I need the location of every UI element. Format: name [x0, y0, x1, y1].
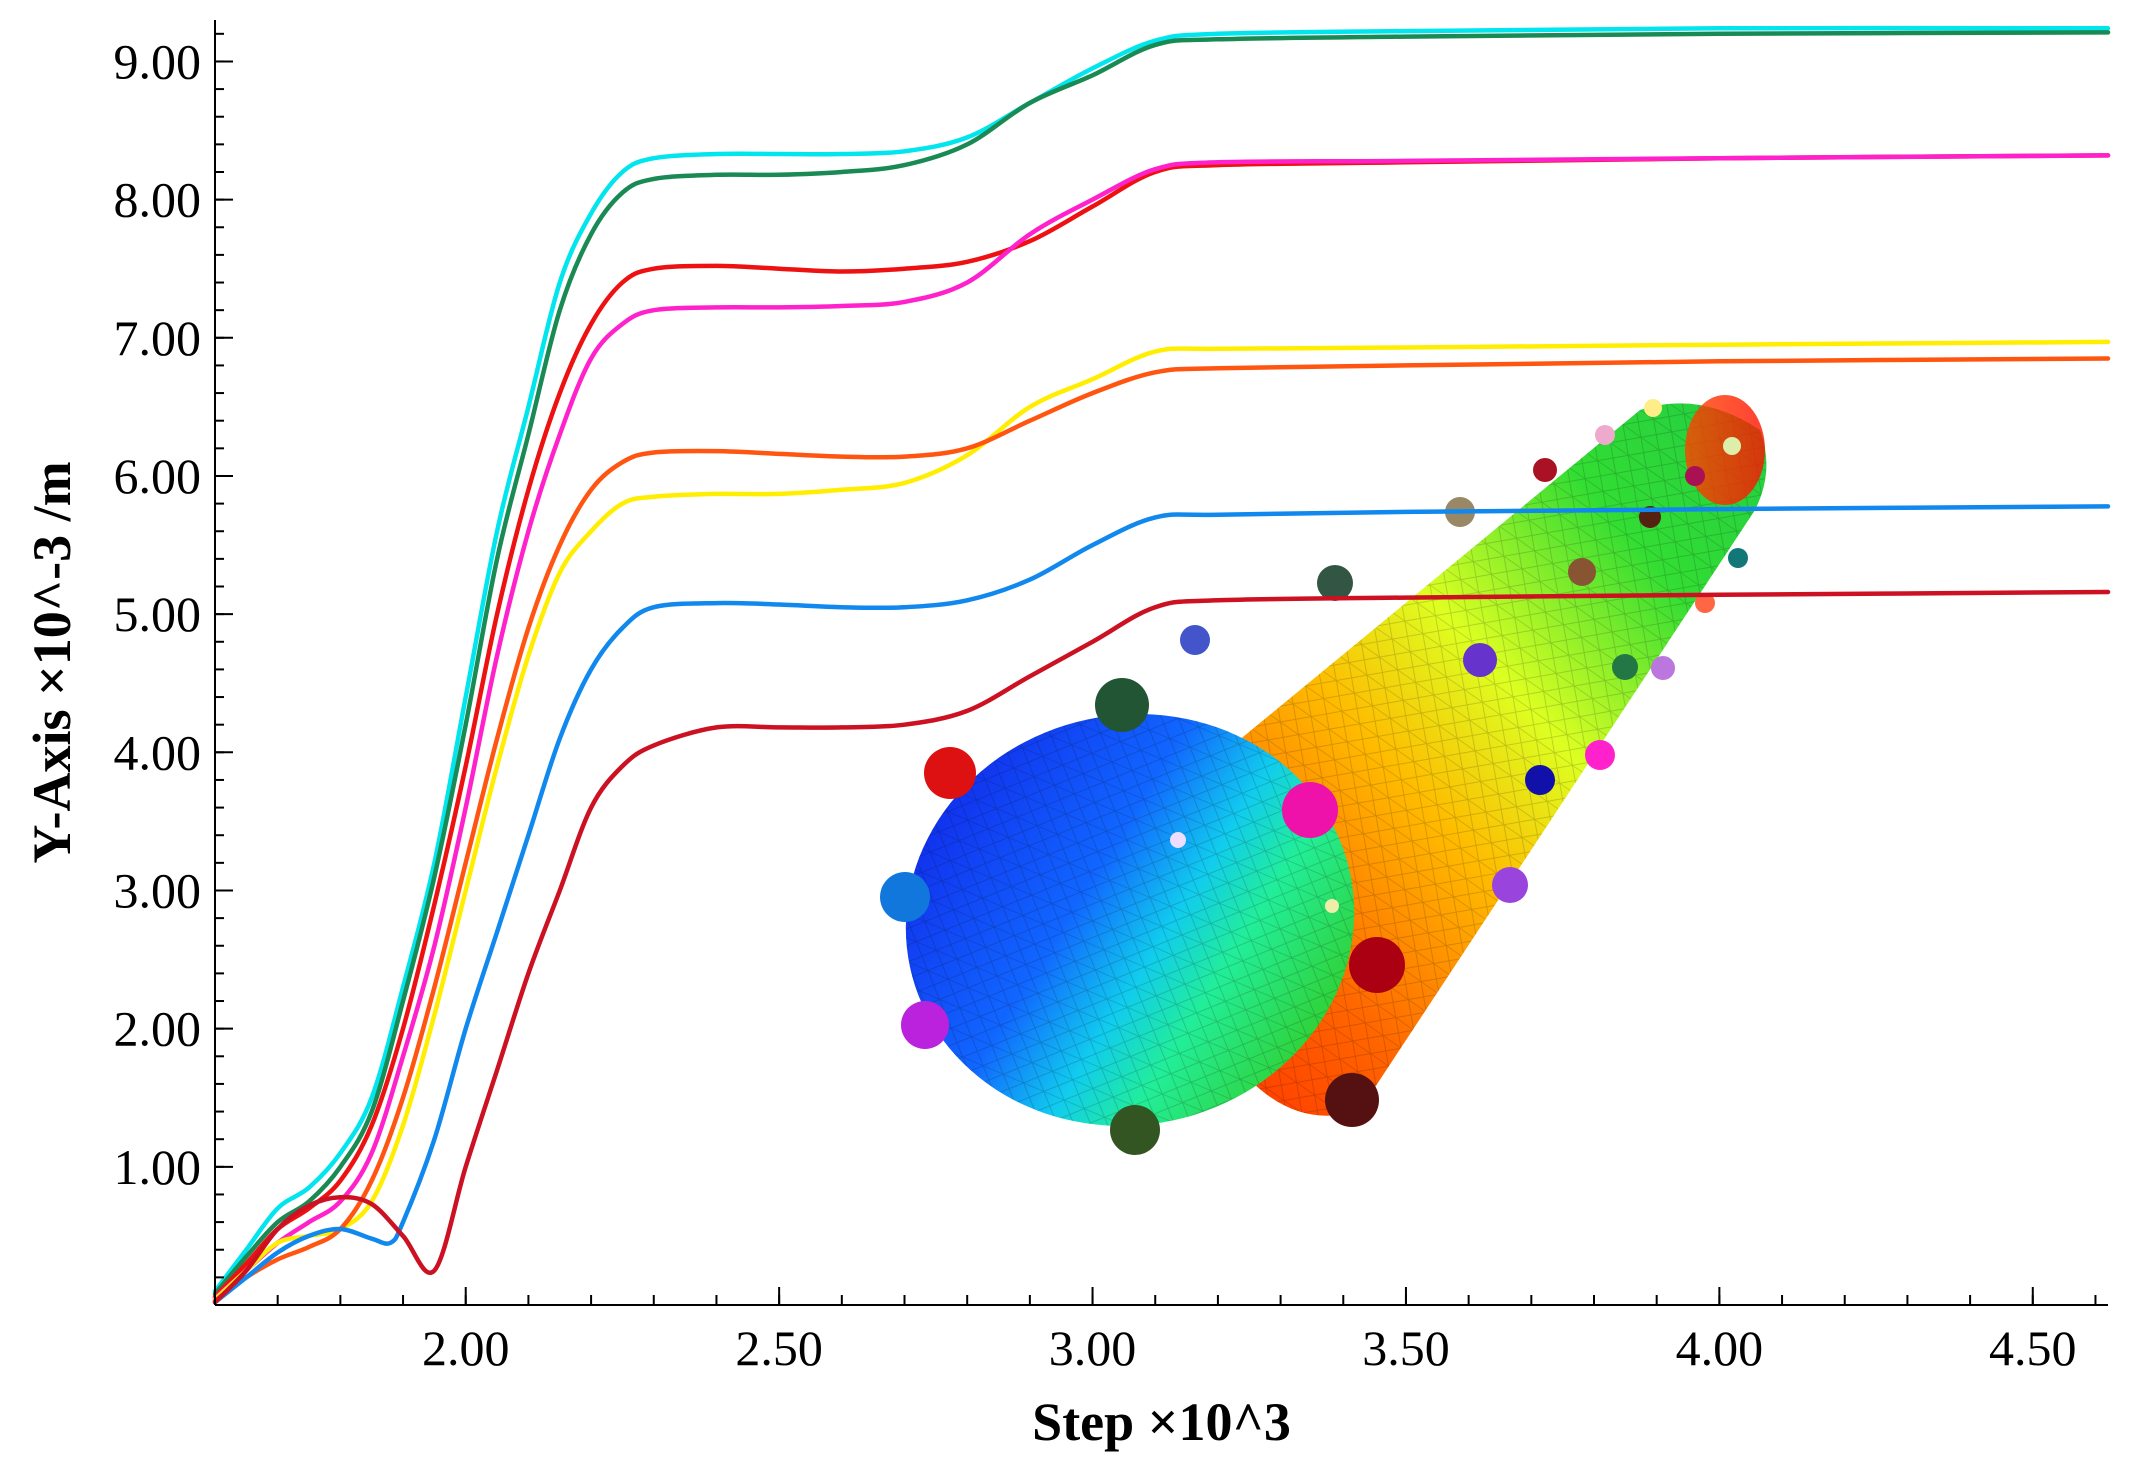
marker-sphere — [1728, 548, 1748, 568]
marker-sphere — [1651, 656, 1675, 680]
marker-sphere — [1685, 466, 1705, 486]
marker-sphere — [1568, 558, 1596, 586]
marker-sphere — [1612, 654, 1638, 680]
series-line-6 — [212, 356, 2111, 1304]
series-line-2 — [212, 30, 2111, 1297]
marker-spheres — [880, 399, 1748, 1155]
marker-sphere — [1492, 867, 1528, 903]
marker-sphere — [1095, 678, 1149, 732]
y-tick-label: 2.00 — [114, 1001, 202, 1057]
marker-sphere — [1282, 782, 1338, 838]
x-tick-label: 2.50 — [735, 1320, 823, 1376]
y-tick-label: 3.00 — [114, 862, 202, 918]
series-line-8 — [212, 589, 2111, 1305]
y-axis-title: Y-Axis ×10^-3 /m — [22, 461, 82, 863]
x-tick-label: 4.50 — [1989, 1320, 2077, 1376]
marker-sphere — [1695, 593, 1715, 613]
x-axis-title: Step ×10^3 — [1032, 1392, 1291, 1452]
marker-sphere — [1585, 740, 1615, 770]
series-line-7 — [212, 504, 2111, 1305]
marker-sphere — [1317, 565, 1353, 601]
marker-sphere — [1325, 899, 1339, 913]
series-line-1 — [212, 25, 2111, 1294]
y-tick-label: 5.00 — [114, 586, 202, 642]
marker-sphere — [1533, 458, 1557, 482]
y-tick-label: 4.00 — [114, 724, 202, 780]
y-tick-label: 6.00 — [114, 448, 202, 504]
cylinder-mesh-illustration — [880, 395, 1767, 1155]
marker-sphere — [1325, 1073, 1379, 1127]
series-line-4 — [212, 153, 2111, 1301]
marker-sphere — [1463, 643, 1497, 677]
marker-sphere — [1644, 399, 1662, 417]
x-tick-label: 3.00 — [1049, 1320, 1137, 1376]
marker-sphere — [1595, 425, 1615, 445]
label-layer: Step ×10^3 Y-Axis ×10^-3 /m — [22, 461, 1291, 1452]
marker-sphere — [1180, 625, 1210, 655]
x-tick-label: 3.50 — [1362, 1320, 1450, 1376]
marker-sphere — [1349, 937, 1405, 993]
axis-layer: 1.00 2.00 3.00 4.00 5.00 6.00 7.00 8.00 9.00 2.00… — [114, 20, 2108, 1376]
marker-sphere — [1723, 437, 1741, 455]
x-tick-label: 4.00 — [1676, 1320, 1764, 1376]
series-layer — [212, 25, 2111, 1305]
cylinder-end-mesh — [905, 714, 1355, 1126]
series-line-3 — [212, 153, 2111, 1299]
x-tick-label: 2.00 — [422, 1320, 510, 1376]
marker-sphere — [1110, 1105, 1160, 1155]
y-tick-label: 1.00 — [114, 1139, 202, 1195]
y-tick-label: 9.00 — [114, 33, 202, 89]
y-tick-label: 7.00 — [114, 310, 202, 366]
marker-sphere — [880, 872, 930, 922]
y-tick-label: 8.00 — [114, 172, 202, 228]
series-line-5 — [212, 339, 2111, 1302]
marker-sphere — [924, 747, 976, 799]
marker-sphere — [901, 1001, 949, 1049]
marker-sphere — [1525, 765, 1555, 795]
marker-sphere — [1170, 832, 1186, 848]
